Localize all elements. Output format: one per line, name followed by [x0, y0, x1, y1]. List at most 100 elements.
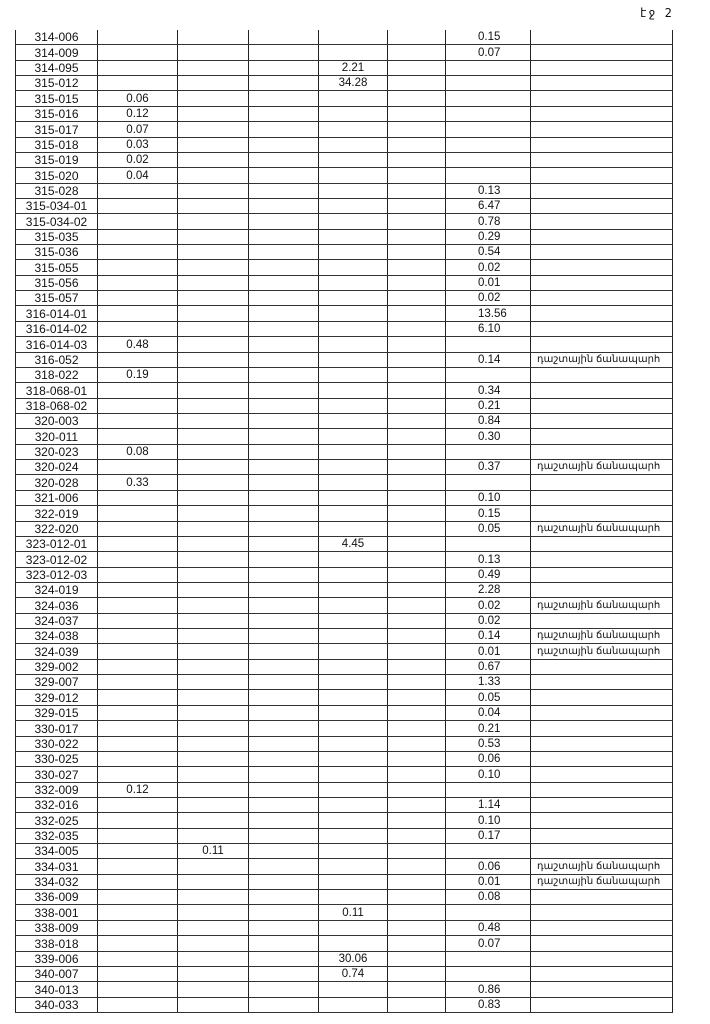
column-1-value [97, 75, 178, 92]
road-type-note [530, 290, 673, 307]
column-3-value [248, 505, 319, 522]
column-5-value [387, 198, 446, 215]
column-6-value [445, 336, 531, 353]
table-row: 340-033 0.83 [15, 997, 673, 1014]
column-4-value [318, 720, 388, 737]
column-2-value [177, 674, 249, 691]
column-4-value [318, 398, 388, 414]
parcel-code: 334-031 [15, 858, 98, 875]
parcel-code: 321-006 [15, 490, 98, 507]
parcel-code: 315-035 [15, 229, 98, 246]
column-5-value [387, 459, 446, 476]
column-1-value: 0.12 [97, 782, 178, 798]
column-2-value [177, 106, 249, 123]
parcel-code: 340-033 [15, 997, 98, 1014]
parcel-code: 315-036 [15, 244, 98, 261]
column-1-value [97, 951, 178, 967]
table-row: 334-031 0.06 դաշտային ճանապարհ [15, 858, 673, 875]
road-type-note [530, 213, 673, 230]
column-5-value [387, 720, 446, 737]
table-row: 320-011 0.30 [15, 428, 673, 445]
column-6-value: 0.15 [445, 30, 531, 46]
road-type-note [530, 30, 673, 46]
table-row: 316-052 0.14 դաշտային ճանապարհ [15, 352, 673, 368]
column-1-value [97, 659, 178, 676]
road-type-note [530, 244, 673, 261]
column-1-value [97, 244, 178, 261]
road-type-note: դաշտային ճանապարհ [530, 858, 673, 875]
column-3-value [248, 137, 319, 153]
column-4-value [318, 766, 388, 783]
column-3-value [248, 474, 319, 491]
column-2-value [177, 75, 249, 92]
column-1-value [97, 551, 178, 568]
table-row: 332-009 0.12 [15, 782, 673, 798]
column-3-value [248, 198, 319, 215]
column-4-value [318, 920, 388, 937]
road-type-note: դաշտային ճանապարհ [530, 459, 673, 476]
road-type-note [530, 720, 673, 737]
column-5-value [387, 751, 446, 768]
column-6-value: 0.48 [445, 920, 531, 937]
road-type-note [530, 505, 673, 522]
table-row: 315-015 0.06 [15, 90, 673, 107]
column-4-value [318, 782, 388, 798]
column-5-value [387, 213, 446, 230]
column-3-value [248, 305, 319, 322]
table-row: 338-001 0.11 [15, 904, 673, 921]
column-6-value [445, 474, 531, 491]
column-3-value [248, 551, 319, 568]
column-5-value [387, 874, 446, 891]
column-2-value [177, 966, 249, 983]
column-1-value [97, 275, 178, 292]
column-5-value [387, 966, 446, 983]
column-5-value [387, 305, 446, 322]
parcel-code: 329-015 [15, 705, 98, 722]
table-row: 340-007 0.74 [15, 966, 673, 983]
column-4-value [318, 382, 388, 399]
table-row: 324-019 2.28 [15, 582, 673, 599]
column-4-value: 0.74 [318, 966, 388, 983]
column-5-value [387, 398, 446, 414]
column-2-value [177, 30, 249, 46]
column-2-value [177, 951, 249, 967]
column-2-value [177, 259, 249, 276]
parcel-code: 336-009 [15, 889, 98, 906]
column-3-value [248, 981, 319, 998]
road-type-note [530, 183, 673, 199]
column-1-value: 0.12 [97, 106, 178, 123]
table-row: 340-013 0.86 [15, 981, 673, 998]
road-type-note [530, 90, 673, 107]
parcel-code: 338-001 [15, 904, 98, 921]
road-type-note [530, 321, 673, 338]
column-3-value [248, 75, 319, 92]
column-5-value [387, 413, 446, 430]
column-2-value [177, 812, 249, 829]
column-2-value [177, 152, 249, 169]
column-4-value: 30.06 [318, 951, 388, 967]
column-3-value [248, 521, 319, 537]
column-2-value [177, 797, 249, 814]
parcel-code: 318-068-02 [15, 398, 98, 414]
road-type-note [530, 167, 673, 184]
column-2-value [177, 398, 249, 414]
parcel-code: 315-057 [15, 290, 98, 307]
column-1-value [97, 843, 178, 860]
column-6-value: 0.49 [445, 567, 531, 583]
parcel-code: 318-068-01 [15, 382, 98, 399]
column-1-value [97, 766, 178, 783]
road-type-note [530, 782, 673, 798]
parcel-code: 318-022 [15, 367, 98, 384]
road-type-note [530, 275, 673, 292]
column-5-value [387, 152, 446, 169]
table-row: 322-020 0.05 դաշտային ճանապարհ [15, 521, 673, 537]
table-row: 329-015 0.04 [15, 705, 673, 722]
column-4-value [318, 290, 388, 307]
column-1-value [97, 290, 178, 307]
column-5-value [387, 244, 446, 261]
column-5-value [387, 367, 446, 384]
road-type-note [530, 828, 673, 845]
column-4-value [318, 597, 388, 614]
road-type-note [530, 229, 673, 246]
table-row: 316-014-03 0.48 [15, 336, 673, 353]
